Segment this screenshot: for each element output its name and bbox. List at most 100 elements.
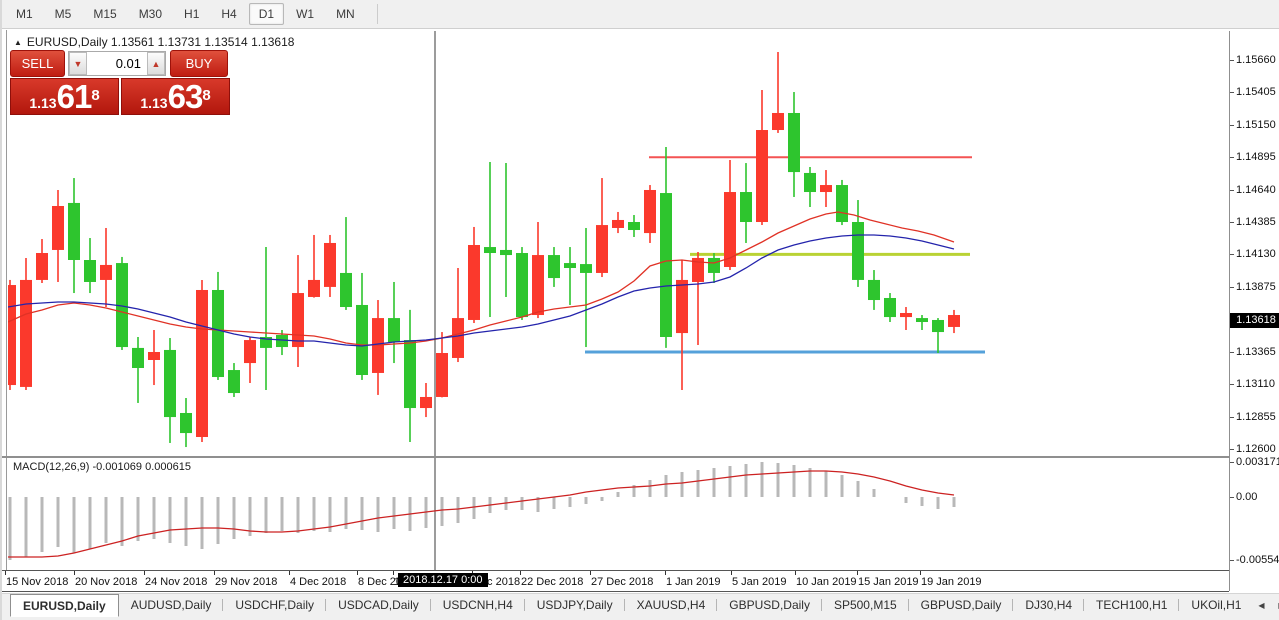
buy-button[interactable]: BUY	[170, 50, 228, 77]
time-tick-label: 10 Jan 2019	[796, 576, 857, 588]
price-tick-label: 1.12600	[1236, 443, 1276, 455]
candle-body	[68, 202, 80, 260]
symbol-tab-audusd-daily[interactable]: AUDUSD,Daily	[119, 595, 224, 617]
timeframe-button-w1[interactable]: W1	[296, 7, 315, 21]
candle-body	[260, 337, 272, 348]
candle-body	[564, 263, 576, 269]
candle-body	[356, 304, 368, 375]
candle-body	[580, 264, 592, 273]
tab-scroll-right-icon[interactable]: ▶	[1273, 598, 1279, 613]
candle-body	[724, 192, 736, 267]
volume-stepper: ▼ 0.01 ▲	[68, 51, 166, 76]
timeframe-button-m15[interactable]: M15	[93, 7, 117, 21]
sell-price-pip: 8	[91, 87, 100, 104]
time-tick-mark	[289, 571, 290, 575]
pane-separator[interactable]	[2, 456, 1229, 458]
symbol-tab-usdchf-daily[interactable]: USDCHF,Daily	[223, 595, 326, 617]
symbol-tab-gbpusd-daily[interactable]: GBPUSD,Daily	[909, 595, 1014, 617]
volume-decrease-icon[interactable]: ▼	[69, 52, 87, 75]
macd-indicator-label: MACD(12,26,9) -0.001069 0.000615	[13, 461, 191, 473]
candle-body	[644, 189, 656, 234]
time-tick-mark	[5, 571, 6, 575]
symbol-tab-eurusd-daily[interactable]: EURUSD,Daily	[10, 594, 119, 617]
axis-tick-mark	[1230, 497, 1234, 498]
candle-body	[628, 222, 640, 231]
time-tick-mark	[520, 571, 521, 575]
chart-title: ▲ EURUSD,Daily 1.13561 1.13731 1.13514 1.…	[14, 35, 294, 49]
timeframe-button-m30[interactable]: M30	[138, 7, 163, 21]
candle-body	[772, 112, 784, 131]
buy-price-pip: 8	[202, 87, 211, 104]
axis-tick-mark	[1230, 449, 1234, 450]
price-tick-label: 1.14385	[1236, 216, 1276, 228]
symbol-tab-sp500-m15[interactable]: SP500,M15	[822, 595, 909, 617]
candle-body	[212, 289, 224, 378]
sell-price-big: 61	[56, 78, 93, 115]
time-tick-label: 20 Nov 2018	[75, 576, 138, 588]
candle-body	[484, 247, 496, 254]
candle-body	[868, 279, 880, 301]
crosshair-date-label: 2018.12.17 0:00	[398, 573, 488, 587]
macd-canvas[interactable]	[8, 458, 1229, 570]
symbol-tab-usdjpy-daily[interactable]: USDJPY,Daily	[525, 595, 625, 617]
symbol-tab-bar: EURUSD,Daily AUDUSD,Daily USDCHF,Daily USDC…	[2, 593, 1279, 620]
symbol-tab-usdcnh-h4[interactable]: USDCNH,H4	[431, 595, 525, 617]
symbol-tab-dj30-h4[interactable]: DJ30,H4	[1013, 595, 1084, 617]
sell-button[interactable]: SELL	[10, 50, 65, 77]
candle-body	[548, 255, 560, 279]
candle-body	[948, 315, 960, 327]
time-tick-label: 27 Dec 2018	[591, 576, 654, 588]
candle-body	[692, 257, 704, 282]
candle-body	[164, 349, 176, 418]
timeframe-button-mn[interactable]: MN	[336, 7, 355, 21]
time-tick-mark	[731, 571, 732, 575]
axis-tick-mark	[1230, 384, 1234, 385]
candlestick-canvas[interactable]	[8, 31, 1229, 456]
timeframe-button-h1[interactable]: H1	[184, 7, 200, 21]
axis-tick-mark	[1230, 190, 1234, 191]
candle-body	[516, 253, 528, 318]
timeframe-button-m1[interactable]: M1	[16, 7, 33, 21]
tab-scroll-left-icon[interactable]: ◀	[1258, 601, 1265, 610]
candle-body	[196, 289, 208, 438]
axis-tick-mark	[1230, 157, 1234, 158]
volume-increase-icon[interactable]: ▲	[147, 52, 165, 75]
buy-price-big: 63	[167, 78, 204, 115]
buy-price-prefix: 1.13	[140, 95, 168, 111]
symbol-tab-tech100-h1[interactable]: TECH100,H1	[1084, 595, 1180, 617]
sell-price-prefix: 1.13	[29, 95, 57, 111]
timeframe-button-m5[interactable]: M5	[54, 7, 72, 21]
price-tick-label: 1.15660	[1236, 54, 1276, 66]
time-tick-mark	[357, 571, 358, 575]
candle-body	[468, 245, 480, 320]
timeframe-button-d1[interactable]: D1	[248, 3, 285, 25]
macd-tick-label: 0.003171	[1236, 456, 1279, 468]
time-tick-label: 19 Jan 2019	[921, 576, 982, 588]
candle-body	[452, 318, 464, 358]
timeframe-button-h4[interactable]: H4	[221, 7, 237, 21]
sell-price-display[interactable]: 1.13 61 8	[10, 78, 119, 115]
price-tick-label: 1.13365	[1236, 346, 1276, 358]
time-axis: 2018.12.17 0:00 15 Nov 2018 20 Nov 2018 24…	[2, 570, 1229, 592]
candle-body	[612, 219, 624, 228]
volume-input[interactable]: 0.01	[87, 52, 147, 75]
time-tick-label: 29 Nov 2018	[215, 576, 278, 588]
time-tick-label: 1	[394, 576, 400, 588]
symbol-tab-xauusd-h4[interactable]: XAUUSD,H4	[625, 595, 718, 617]
time-tick-mark	[590, 571, 591, 575]
candle-body	[20, 279, 32, 387]
candle-body	[820, 185, 832, 193]
macd-signal-line	[8, 470, 955, 558]
candle-body	[404, 340, 416, 409]
macd-indicator-pane[interactable]	[8, 458, 1229, 570]
symbol-tab-ukoil-h1[interactable]: UKOil,H1	[1191, 598, 1242, 612]
symbol-tab-gbpusd-daily[interactable]: GBPUSD,Daily	[717, 595, 822, 617]
candle-body	[8, 285, 16, 386]
collapse-triangle-icon[interactable]: ▲	[14, 38, 22, 47]
symbol-tab-usdcad-daily[interactable]: USDCAD,Daily	[326, 595, 431, 617]
time-tick-mark	[665, 571, 666, 575]
buy-price-display[interactable]: 1.13 63 8	[121, 78, 230, 115]
time-tick-label: 5 Jan 2019	[732, 576, 787, 588]
time-tick-mark	[857, 571, 858, 575]
candle-body	[36, 253, 48, 280]
